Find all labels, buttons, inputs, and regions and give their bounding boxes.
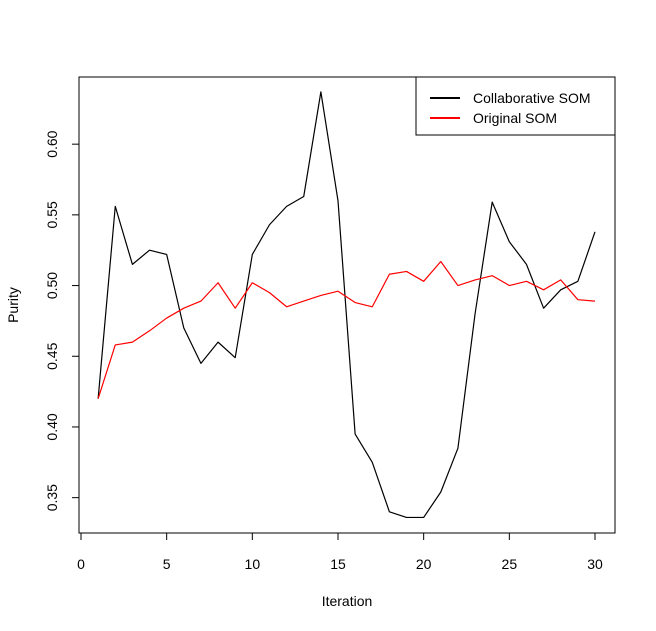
y-tick-label: 0.50 <box>44 272 60 299</box>
x-tick-label: 25 <box>502 556 518 572</box>
x-tick-label: 0 <box>77 556 85 572</box>
x-tick-label: 30 <box>587 556 603 572</box>
x-tick-label: 15 <box>330 556 346 572</box>
series-line-original-som <box>97 260 596 399</box>
x-tick-label: 10 <box>245 556 261 572</box>
x-tick-label: 5 <box>163 556 171 572</box>
y-tick-label: 0.40 <box>44 413 60 440</box>
x-axis: 0 5 10 15 20 25 30 <box>77 532 603 572</box>
series-line-collaborative-som <box>97 91 596 519</box>
y-axis: 0.35 0.40 0.45 0.50 0.55 0.60 <box>44 130 80 511</box>
legend-box <box>415 76 616 136</box>
x-tick-label: 20 <box>416 556 432 572</box>
y-axis-title: Purity <box>5 287 21 323</box>
legend-label-collaborative-som: Collaborative SOM <box>473 90 591 106</box>
y-tick-label: 0.35 <box>44 484 60 511</box>
legend: Collaborative SOM Original SOM <box>415 76 616 136</box>
y-tick-label: 0.45 <box>44 342 60 369</box>
legend-label-original-som: Original SOM <box>473 110 557 126</box>
y-tick-label: 0.60 <box>44 130 60 157</box>
plot-frame <box>78 76 616 534</box>
x-axis-title: Iteration <box>322 593 373 609</box>
series-layer <box>97 91 596 519</box>
y-tick-label: 0.55 <box>44 201 60 228</box>
